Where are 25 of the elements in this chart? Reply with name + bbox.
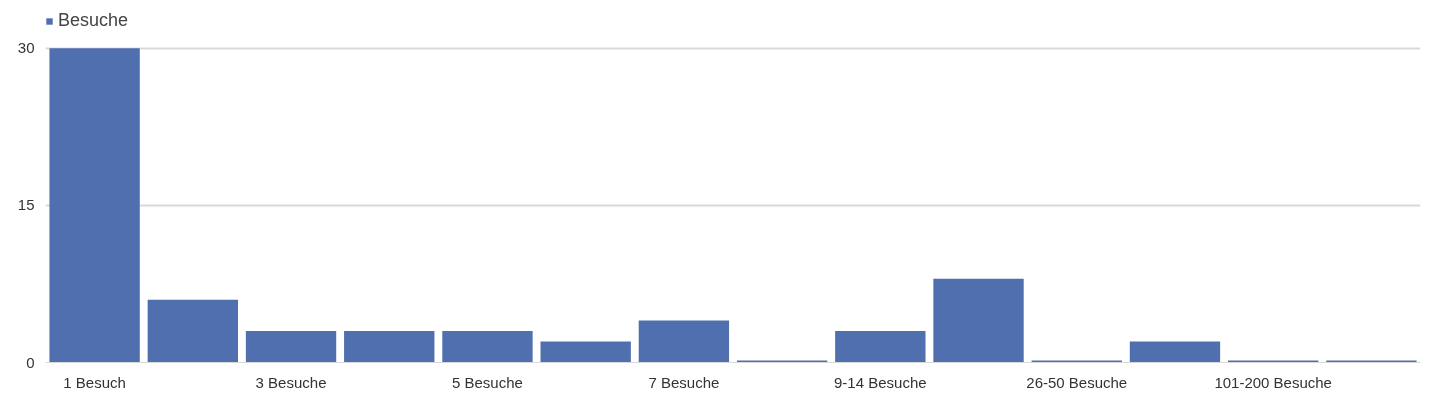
y-tick-label: 30 xyxy=(17,39,35,57)
x-tick-label: 3 Besuche xyxy=(255,373,327,391)
bar xyxy=(1228,360,1319,363)
bar xyxy=(638,320,730,363)
bar xyxy=(147,299,238,363)
bar xyxy=(1129,341,1221,363)
bar xyxy=(1031,360,1122,363)
y-tick-label: 0 xyxy=(26,353,35,371)
bar xyxy=(835,331,926,363)
x-tick-label: 7 Besuche xyxy=(648,373,720,391)
bar xyxy=(245,331,337,363)
bar xyxy=(736,360,828,363)
x-tick-label: 9-14 Besuche xyxy=(834,373,927,391)
bar xyxy=(1326,360,1417,363)
x-tick-label: 26-50 Besuche xyxy=(1026,373,1128,391)
bar xyxy=(344,331,435,363)
bar xyxy=(49,48,140,363)
x-tick-label: 1 Besuch xyxy=(63,373,126,391)
x-tick-label: 101-200 Besuche xyxy=(1214,373,1332,391)
bar xyxy=(933,278,1024,363)
bar xyxy=(540,341,631,363)
legend-label: Besuche xyxy=(58,10,129,31)
x-tick-label: 5 Besuche xyxy=(452,373,523,391)
y-tick-label: 15 xyxy=(17,196,35,214)
bar xyxy=(442,331,533,363)
